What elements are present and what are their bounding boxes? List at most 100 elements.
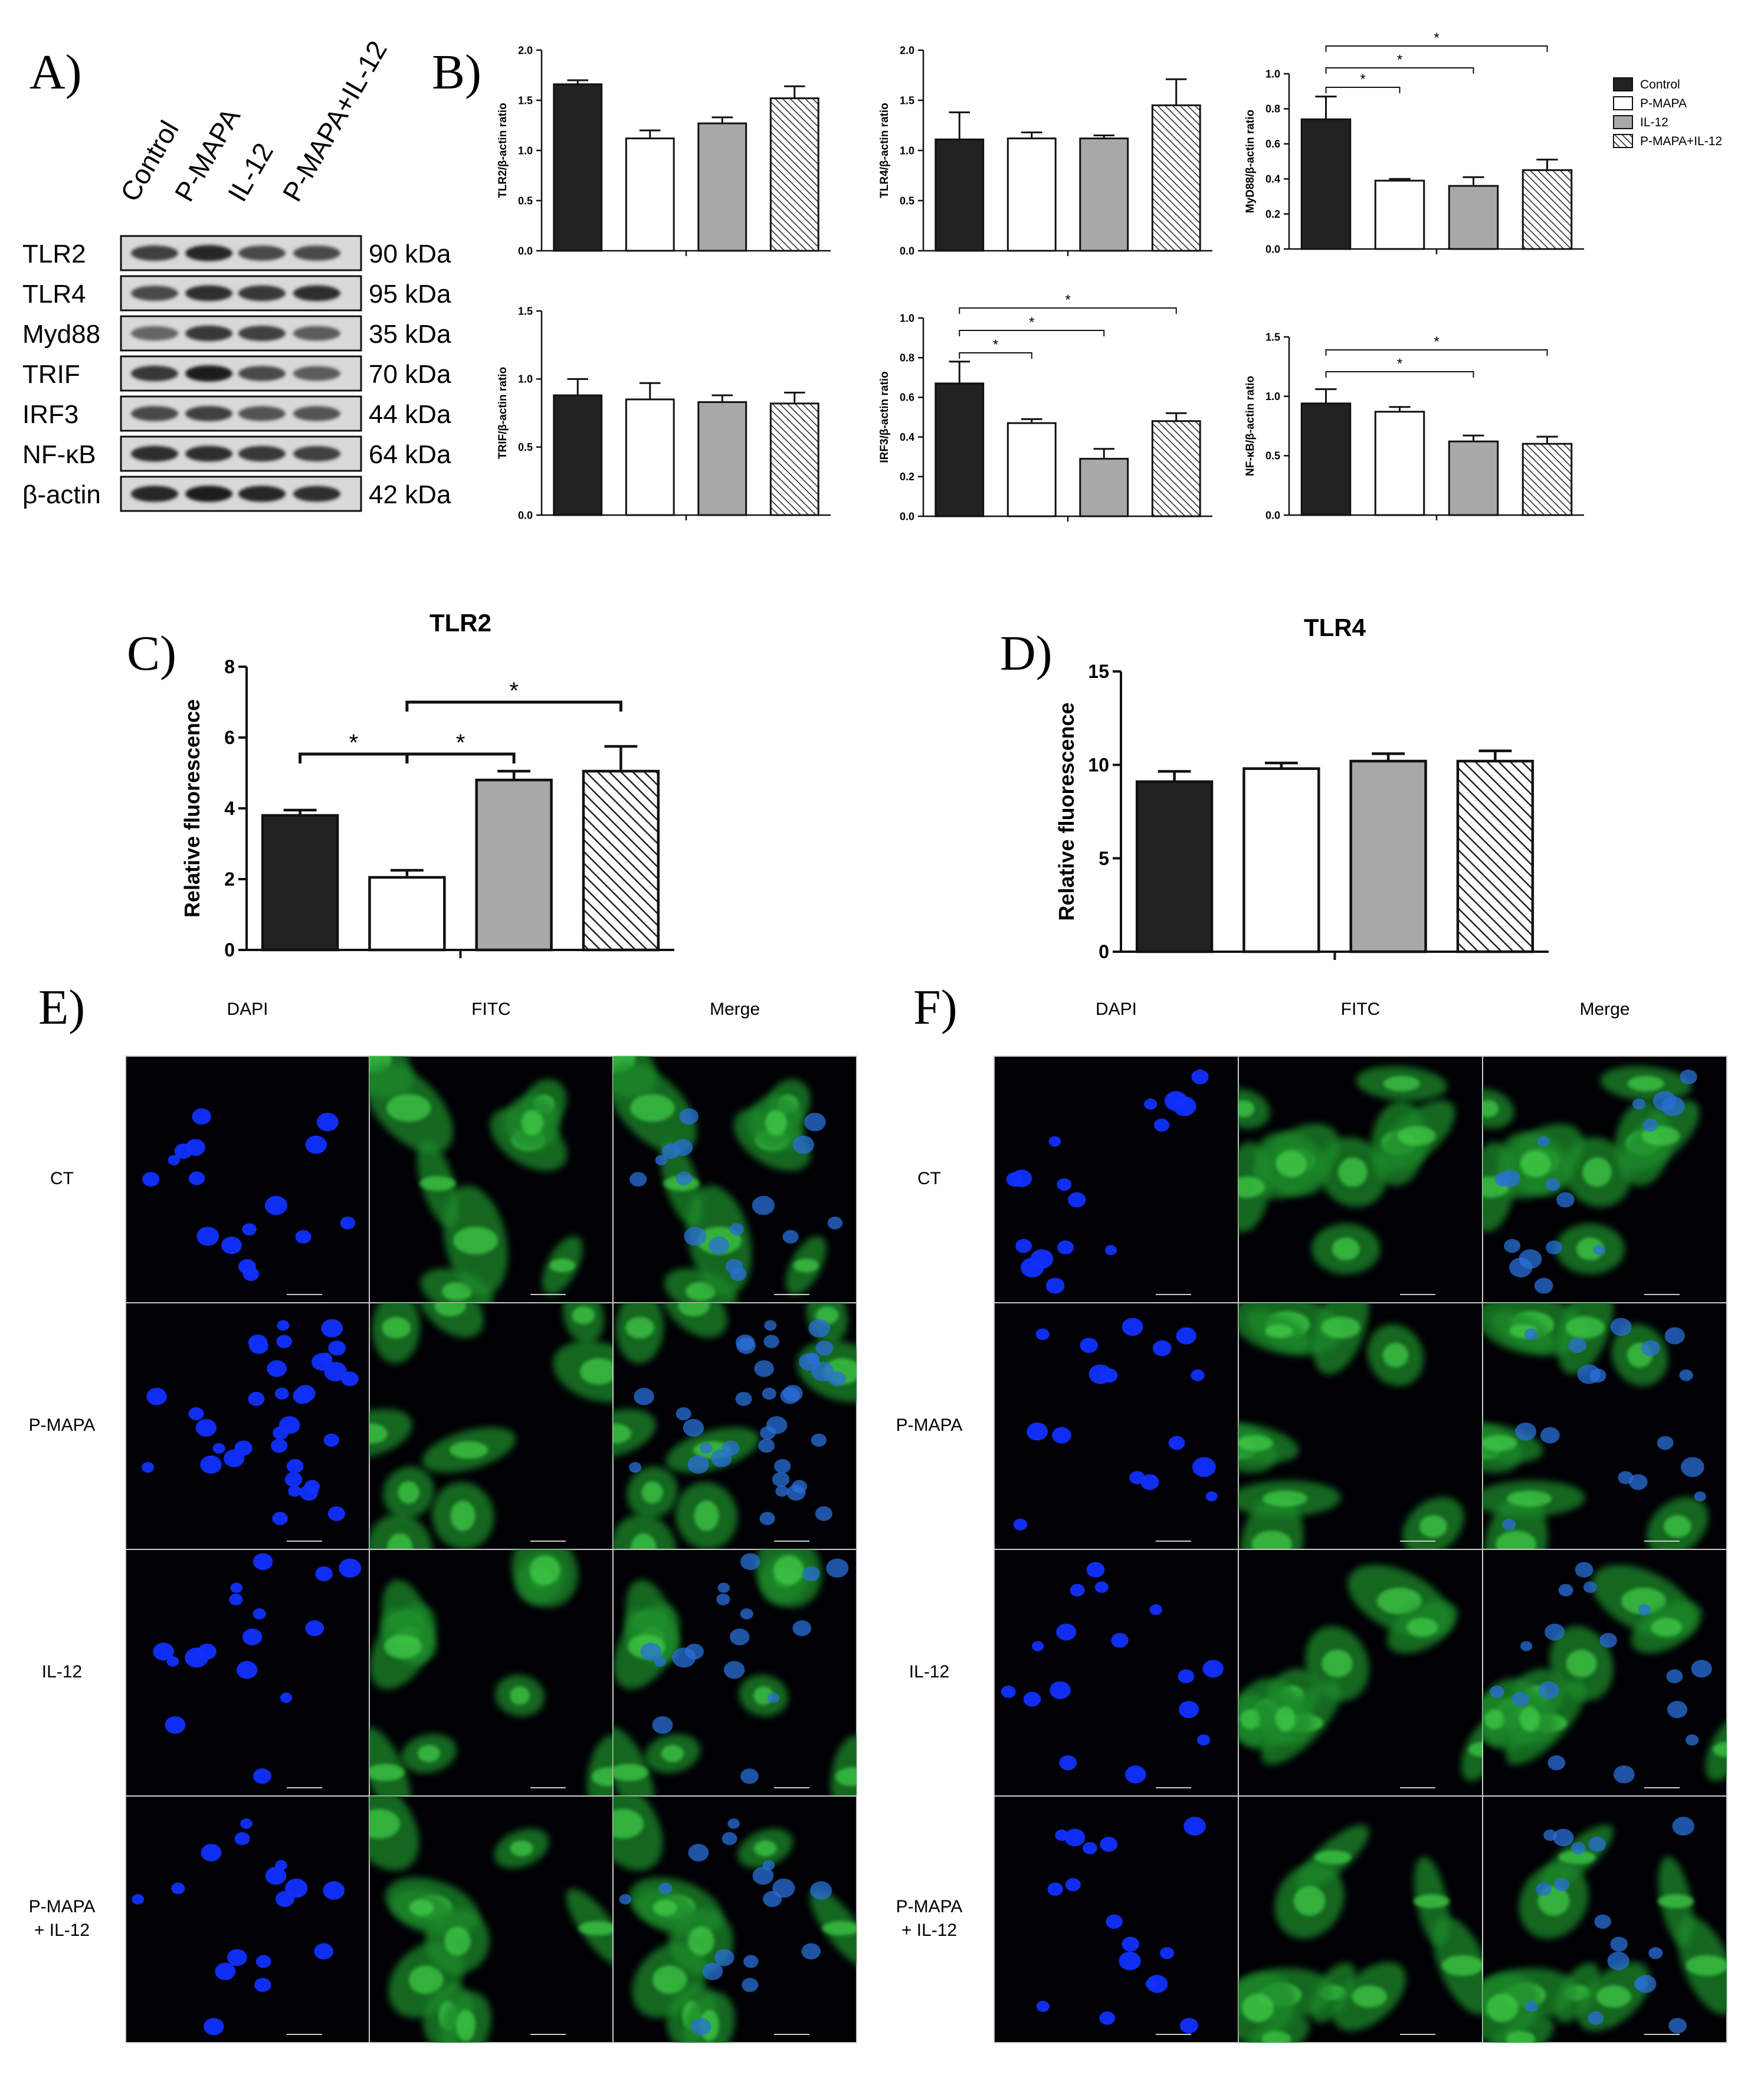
dapi-nucleus [305,1620,324,1637]
blot-band [131,286,178,301]
fitc-cell-core [1558,1850,1596,1865]
dapi-nucleus [1543,1829,1557,1841]
dapi-nucleus [305,1135,327,1154]
dapi-nucleus [1534,1277,1553,1294]
micrograph-content [1006,1069,1209,1295]
fitc-cell-core [1293,1886,1326,1916]
y-axis-label: TLR2/β-actin ratio [497,103,509,198]
legend-label: Control [1640,78,1680,91]
dapi-nucleus [1536,1882,1552,1896]
blot-band [131,365,178,382]
significance-bracket [959,330,1105,336]
y-tick-label: 0.4 [1265,173,1280,185]
dapi-nucleus [1064,1828,1086,1847]
y-tick-label: 1.0 [1265,391,1280,402]
chart-c-6: 0 2 4 6 8 Relative fluorescence TLR2 * * * [180,609,674,961]
dapi-nucleus [1180,2018,1199,2034]
bar [1522,169,1573,250]
y-tick-label: 1.5 [518,94,533,106]
bar [1374,179,1425,250]
fitc-cell-core [793,1259,819,1273]
y-tick-label: 0.5 [900,195,914,207]
dapi-nucleus [1154,1118,1170,1132]
fitc-cell-core [773,1555,804,1585]
dapi-nucleus [200,1455,222,1474]
blot-band [185,325,232,342]
fitc-cell-core [510,1686,530,1705]
dapi-nucleus [1515,1423,1537,1441]
row-label: IL-12 [42,1662,82,1682]
micrograph-content [141,1319,359,1542]
significance-star: * [1360,71,1365,87]
y-tick-label: 4 [224,798,235,819]
y-axis-label: Relative fluorescence [1054,702,1078,920]
dapi-nucleus [1489,1685,1504,1698]
dapi-nucleus [248,1391,265,1406]
y-tick-label: 2 [224,869,235,890]
bar [1448,185,1499,250]
dapi-nucleus [1691,1660,1712,1678]
dapi-nucleus [619,1894,632,1905]
fitc-cell-core [1242,1993,1274,2023]
y-tick-label: 8 [224,656,235,677]
significance-bracket [1325,349,1548,356]
fitc-cell-core [1713,1742,1727,1757]
dapi-nucleus [673,1139,693,1156]
row-label: P-MAPA [896,1897,963,1916]
blot-band [238,366,286,381]
fitc-cell-core [1565,1316,1605,1339]
fitc-cell-core [419,1176,456,1191]
dapi-nucleus [195,1418,217,1437]
fitc-cell-core [592,1767,613,1787]
dapi-nucleus [1607,1951,1629,1971]
dapi-nucleus [248,1334,268,1351]
dapi-nucleus [224,1449,245,1467]
fitc-cell-core [765,1110,788,1136]
fitc-cell-core [398,1481,419,1504]
micrograph-content [1483,1562,1727,1788]
dapi-nucleus [1664,1327,1685,1345]
micrograph-background [125,1302,370,1550]
legend-swatch [1613,115,1633,129]
significance-star: * [1397,356,1402,372]
micrograph-content [1238,1303,1464,1549]
micrograph-content [1483,1817,1727,2043]
blot-protein-label: TLR2 [22,240,86,268]
dapi-nucleus [676,1171,693,1185]
blot-band [131,326,178,341]
dapi-nucleus [740,1608,753,1620]
dapi-nucleus [1504,1238,1521,1253]
dapi-nucleus [1632,1098,1646,1110]
dapi-nucleus [702,1962,723,1981]
legend-label: P-MAPA+IL-12 [1640,135,1722,148]
fitc-cell-core [579,1358,613,1385]
bar [697,401,747,516]
blot-band [238,245,286,261]
significance-star: * [1029,314,1034,330]
y-tick-label: 5 [1099,848,1109,869]
micrograph-content [142,1108,356,1295]
dapi-nucleus [730,1267,747,1282]
fitc-cell-core [1419,1515,1447,1538]
fitc-cell-core [1265,1324,1293,1338]
bar [1006,137,1057,252]
y-tick-label: 0.6 [1265,138,1280,150]
dapi-nucleus [1160,1947,1175,1959]
dapi-nucleus [629,1172,647,1187]
y-tick-label: 0.8 [1265,103,1280,115]
blot-rows: TLR2 90 kDa TLR4 95 kDa Myd88 35 kDa TRIF 70 kD… [22,235,451,512]
dapi-nucleus [1610,1936,1628,1952]
dapi-nucleus [727,1818,740,1829]
dapi-nucleus [1057,1178,1072,1191]
dapi-nucleus [242,1628,263,1646]
micrograph-content [369,1796,613,2043]
dapi-nucleus [312,1353,332,1371]
dapi-nucleus [171,1882,185,1895]
micrograph-merge [1482,1056,1727,1303]
dapi-nucleus [700,1443,713,1454]
fitc-cell-core [1263,1490,1308,1507]
dapi-nucleus [141,1461,155,1473]
dapi-nucleus [676,1407,691,1421]
dapi-nucleus [315,1566,333,1582]
